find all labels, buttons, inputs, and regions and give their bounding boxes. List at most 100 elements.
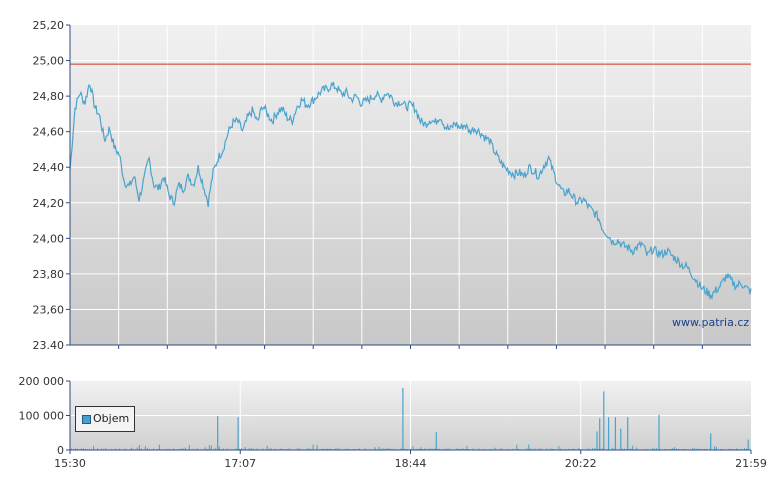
volume-spike-bar bbox=[608, 417, 610, 450]
volume-spike-bar bbox=[217, 416, 219, 450]
volume-gridlines bbox=[70, 381, 751, 450]
volume-bar bbox=[384, 448, 386, 450]
volume-bar bbox=[244, 447, 246, 450]
volume-bar bbox=[250, 448, 252, 450]
volume-bar bbox=[242, 448, 244, 450]
volume-bar bbox=[592, 448, 594, 450]
volume-y-tick-label: 200 000 bbox=[19, 375, 65, 388]
volume-bar bbox=[560, 448, 562, 450]
volume-bar bbox=[534, 448, 536, 450]
volume-bar bbox=[130, 447, 132, 450]
volume-bar bbox=[240, 448, 242, 450]
volume-bar bbox=[208, 445, 210, 450]
volume-y-tick-label: 100 000 bbox=[19, 410, 65, 423]
volume-bar bbox=[676, 448, 678, 450]
volume-bar bbox=[432, 448, 434, 450]
volume-bar bbox=[430, 448, 432, 450]
volume-bar bbox=[346, 448, 348, 450]
volume-bar bbox=[124, 448, 126, 450]
legend-label: Objem bbox=[93, 412, 130, 425]
volume-bar bbox=[400, 448, 402, 450]
volume-bar bbox=[692, 448, 694, 450]
volume-bar bbox=[694, 448, 696, 450]
volume-bar bbox=[572, 448, 574, 450]
volume-bar bbox=[550, 448, 552, 450]
volume-bar bbox=[540, 448, 542, 450]
volume-bar bbox=[97, 448, 98, 450]
volume-bar bbox=[374, 447, 376, 450]
volume-spike-bar bbox=[435, 432, 437, 450]
price-y-tick-label: 24,80 bbox=[33, 90, 65, 103]
volume-bar bbox=[624, 448, 626, 450]
volume-bar bbox=[140, 448, 142, 450]
volume-spike-bar bbox=[402, 387, 404, 450]
volume-bar bbox=[438, 448, 440, 450]
volume-bar bbox=[330, 448, 332, 450]
volume-spike-bar bbox=[747, 439, 749, 450]
volume-bar bbox=[262, 448, 264, 450]
volume-bar bbox=[334, 448, 336, 450]
volume-bar bbox=[744, 448, 745, 450]
volume-bar bbox=[526, 448, 528, 450]
volume-bar bbox=[298, 448, 300, 450]
volume-bar bbox=[210, 445, 212, 450]
volume-bar bbox=[288, 448, 290, 450]
x-tick-label: 17:07 bbox=[224, 457, 256, 470]
volume-bar bbox=[594, 448, 596, 450]
volume-bar bbox=[136, 447, 138, 450]
x-tick-label: 15:30 bbox=[54, 457, 86, 470]
volume-bar bbox=[434, 448, 436, 450]
volume-bar bbox=[472, 448, 474, 450]
volume-bar bbox=[390, 448, 392, 450]
volume-bar bbox=[528, 444, 530, 450]
volume-bar bbox=[274, 448, 276, 450]
volume-bar bbox=[466, 445, 468, 450]
volume-bar bbox=[83, 448, 84, 450]
volume-bar bbox=[188, 445, 190, 450]
volume-bar bbox=[93, 445, 94, 450]
volume-bar bbox=[672, 448, 674, 450]
volume-bar bbox=[428, 448, 430, 450]
volume-bar bbox=[602, 448, 604, 450]
volume-bar bbox=[746, 448, 747, 450]
volume-bar bbox=[698, 448, 700, 450]
volume-bar bbox=[418, 448, 420, 450]
volume-spike-bar bbox=[237, 417, 239, 450]
volume-bar bbox=[238, 448, 240, 450]
volume-bar bbox=[214, 448, 216, 450]
volume-spike-bar bbox=[596, 431, 598, 450]
volume-bar bbox=[424, 448, 426, 450]
volume-bar bbox=[71, 448, 72, 450]
legend-swatch-icon bbox=[82, 415, 91, 424]
volume-bar bbox=[152, 448, 154, 450]
volume-bar bbox=[588, 448, 590, 450]
volume-bar bbox=[578, 447, 580, 450]
volume-bar bbox=[706, 448, 708, 450]
volume-bar bbox=[336, 448, 338, 450]
volume-bar bbox=[118, 448, 120, 450]
volume-bar bbox=[280, 448, 282, 450]
volume-bar bbox=[530, 448, 532, 450]
volume-bar bbox=[266, 445, 268, 450]
volume-bar bbox=[306, 448, 308, 450]
volume-spike-bar bbox=[614, 417, 616, 450]
volume-bar bbox=[114, 448, 116, 450]
volume-bar bbox=[326, 448, 328, 450]
volume-bar bbox=[358, 448, 360, 450]
volume-bar bbox=[178, 448, 180, 450]
volume-bar bbox=[248, 448, 250, 450]
x-tick-label: 21:59 bbox=[735, 457, 767, 470]
volume-bar bbox=[172, 448, 174, 450]
volume-bar bbox=[444, 448, 446, 450]
volume-bar bbox=[568, 448, 570, 450]
volume-bar bbox=[312, 444, 314, 450]
volume-bar bbox=[256, 448, 258, 450]
volume-bar bbox=[180, 448, 182, 450]
x-ticks: 15:30 17:07 18:44 20:22 21:59 bbox=[54, 450, 767, 470]
volume-bar bbox=[252, 448, 254, 450]
volume-bar bbox=[338, 448, 340, 450]
volume-bar bbox=[138, 444, 140, 450]
volume-bar bbox=[77, 448, 78, 450]
volume-bar bbox=[222, 448, 224, 450]
